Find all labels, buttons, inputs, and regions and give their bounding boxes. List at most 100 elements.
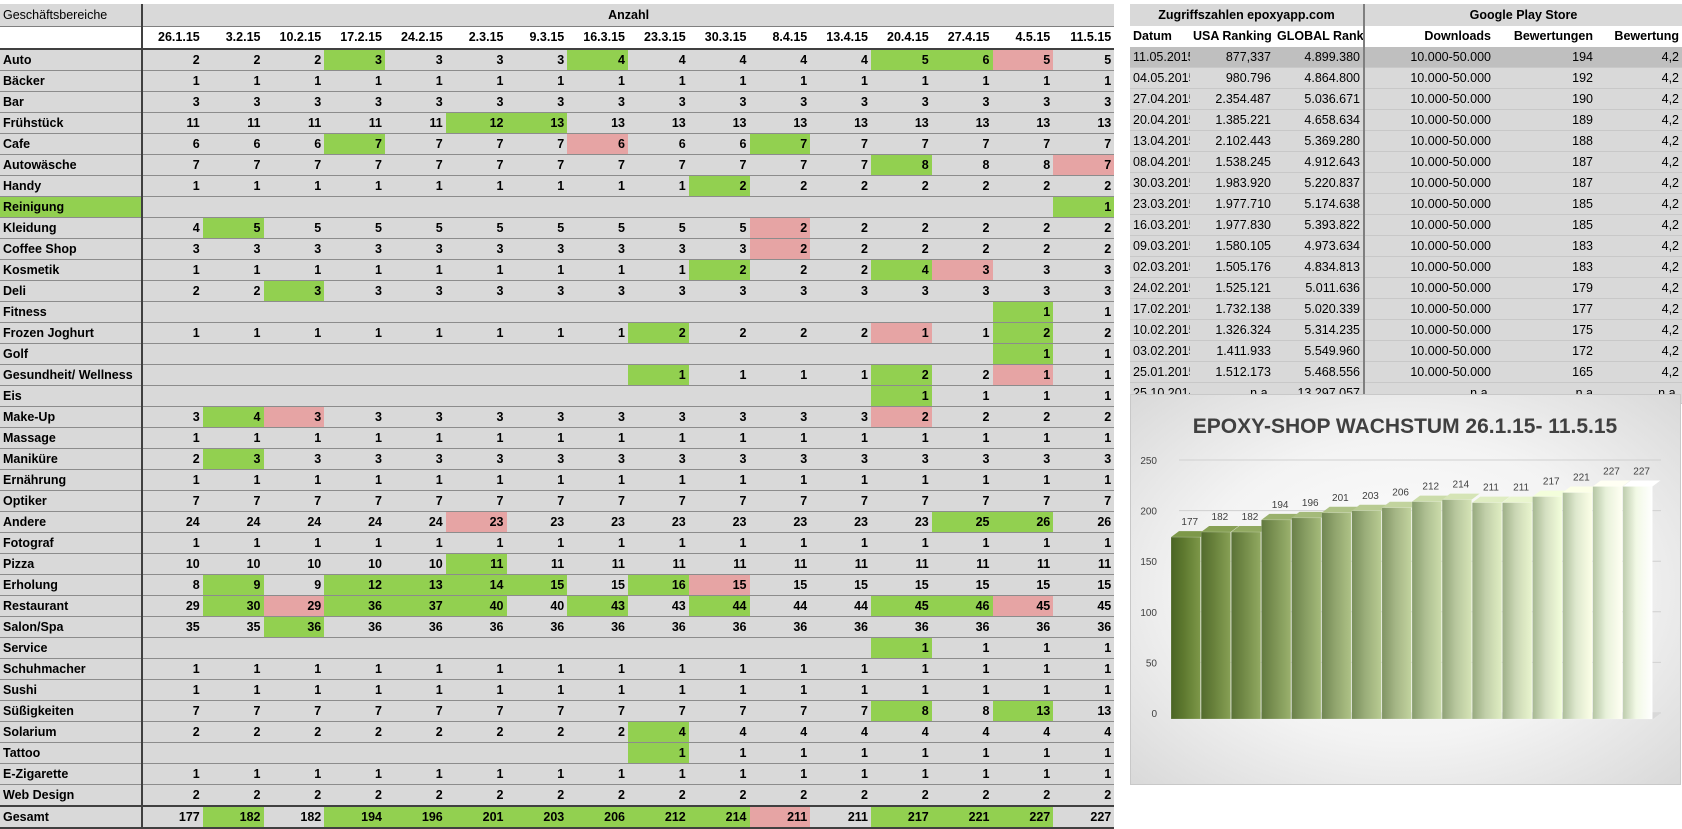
- date-header: 30.3.15: [688, 26, 750, 50]
- table-cell: 1: [992, 427, 1054, 449]
- table-cell: 1: [992, 469, 1054, 491]
- table-cell: 7: [202, 154, 264, 176]
- table-cell: 1: [628, 469, 689, 491]
- bar-value-label: 206: [1392, 488, 1409, 499]
- table-cell: 1: [871, 322, 932, 344]
- table-cell: [263, 742, 325, 764]
- table-cell: 1: [871, 70, 932, 92]
- bar: [1502, 502, 1533, 720]
- access-cell: 192: [1494, 67, 1596, 89]
- access-cell: 4,2: [1596, 277, 1682, 299]
- table-cell: 1: [931, 742, 993, 764]
- table-cell: 3: [688, 238, 750, 260]
- table-cell: 1: [749, 742, 811, 764]
- table-cell: 1: [992, 763, 1054, 785]
- access-cell: 10.000-50.000: [1364, 109, 1494, 131]
- access-cell: 23.03.2015: [1130, 193, 1190, 215]
- table-row: Solarium 2 2 2 2 2 2 2 2 4 4 4 4 4 4 4 4: [0, 721, 1115, 743]
- table-row: Fotograf 1 1 1 1 1 1 1 1 1 1 1 1 1 1 1 1: [0, 532, 1115, 554]
- table-cell: [142, 196, 203, 218]
- access-cell: 4,2: [1596, 67, 1682, 89]
- table-cell: 1: [385, 427, 446, 449]
- table-cell: 7: [445, 133, 507, 155]
- y-tick-label: 50: [1146, 658, 1158, 669]
- bar-top: [1351, 504, 1390, 511]
- table-cell: 10: [263, 553, 325, 575]
- bar-top: [1532, 490, 1571, 497]
- table-cell: 2: [871, 175, 932, 197]
- table-row: Maniküre 2 3 3 3 3 3 3 3 3 3 3 3 3 3 3 3: [0, 448, 1115, 470]
- table-cell: 4: [931, 721, 993, 743]
- table-cell: 11: [385, 112, 446, 134]
- table-cell: 1: [688, 532, 750, 554]
- table-cell: 36: [992, 616, 1054, 638]
- access-cell: 4,2: [1596, 214, 1682, 236]
- table-cell: 1: [506, 658, 568, 680]
- table-cell: 201: [445, 805, 507, 829]
- table-cell: 1: [445, 259, 507, 281]
- table-cell: [202, 385, 264, 407]
- table-cell: 1: [142, 427, 203, 449]
- table-cell: 1: [142, 322, 203, 344]
- bar: [1231, 531, 1262, 720]
- table-cell: 1: [263, 763, 325, 785]
- table-cell: [567, 364, 628, 386]
- table-cell: 1: [385, 658, 446, 680]
- table-cell: [445, 364, 507, 386]
- table-row: Ernährung 1 1 1 1 1 1 1 1 1 1 1 1 1 1 1 1: [0, 469, 1115, 491]
- table-cell: 1: [810, 469, 871, 491]
- table-cell: 2: [749, 238, 811, 260]
- bar-value-label: 196: [1302, 498, 1319, 509]
- access-row: 13.04.2015 2.102.443 5.369.280 10.000-50.00…: [1130, 130, 1682, 152]
- table-cell: 1: [324, 532, 385, 554]
- access-row: 30.03.2015 1.983.920 5.220.837 10.000-50.00…: [1130, 172, 1682, 194]
- table-cell: 10: [385, 553, 446, 575]
- table-cell: [324, 364, 385, 386]
- table-cell: 1: [810, 532, 871, 554]
- table-cell: 1: [263, 469, 325, 491]
- y-tick-label: 100: [1140, 608, 1157, 619]
- access-row: 16.03.2015 1.977.830 5.393.822 10.000-50.00…: [1130, 214, 1682, 236]
- bar-value-label: 214: [1453, 480, 1470, 491]
- table-cell: [263, 196, 325, 218]
- access-cell: 10.000-50.000: [1364, 361, 1494, 383]
- table-cell: 1: [688, 364, 750, 386]
- table-cell: 44: [749, 595, 811, 617]
- access-cell: 4,2: [1596, 235, 1682, 257]
- table-cell: 3: [445, 49, 507, 71]
- table-cell: 7: [992, 133, 1054, 155]
- table-cell: 1: [871, 532, 932, 554]
- access-cell: 5.174.638: [1274, 193, 1365, 215]
- table-cell: [628, 637, 689, 659]
- table-cell: 2: [1053, 217, 1115, 239]
- table-cell: [142, 364, 203, 386]
- table-cell: 3: [992, 448, 1054, 470]
- table-cell: [385, 301, 446, 323]
- table-cell: 4: [142, 217, 203, 239]
- bar: [1291, 517, 1322, 720]
- table-cell: 3: [445, 448, 507, 470]
- table-cell: 1: [506, 427, 568, 449]
- access-cell: 20.04.2015: [1130, 109, 1190, 131]
- table-cell: 7: [628, 154, 689, 176]
- table-cell: [567, 301, 628, 323]
- table-cell: 3: [385, 280, 446, 302]
- table-cell: 1: [263, 427, 325, 449]
- table-cell: 11: [871, 553, 932, 575]
- bar-top: [1291, 511, 1330, 518]
- table-cell: 2: [931, 238, 993, 260]
- table-cell: 1: [202, 70, 264, 92]
- access-cell: 5.549.960: [1274, 340, 1365, 362]
- table-cell: 2: [992, 175, 1054, 197]
- table-row: Gesundheit/ Wellness 1 1 1 1 2 2 1 1: [0, 364, 1115, 386]
- table-cell: 1: [324, 175, 385, 197]
- table-cell: 6: [142, 133, 203, 155]
- table-cell: 36: [931, 616, 993, 638]
- table-cell: 2: [749, 322, 811, 344]
- access-row: 11.05.2015 877,337 4.899.380 10.000-50.000 1…: [1130, 47, 1682, 68]
- table-cell: 1: [1053, 637, 1115, 659]
- table-cell: 10: [142, 553, 203, 575]
- access-cell: 10.000-50.000: [1364, 193, 1494, 215]
- table-row: Bäcker 1 1 1 1 1 1 1 1 1 1 1 1 1 1 1 1: [0, 70, 1115, 92]
- table-cell: 1: [871, 742, 932, 764]
